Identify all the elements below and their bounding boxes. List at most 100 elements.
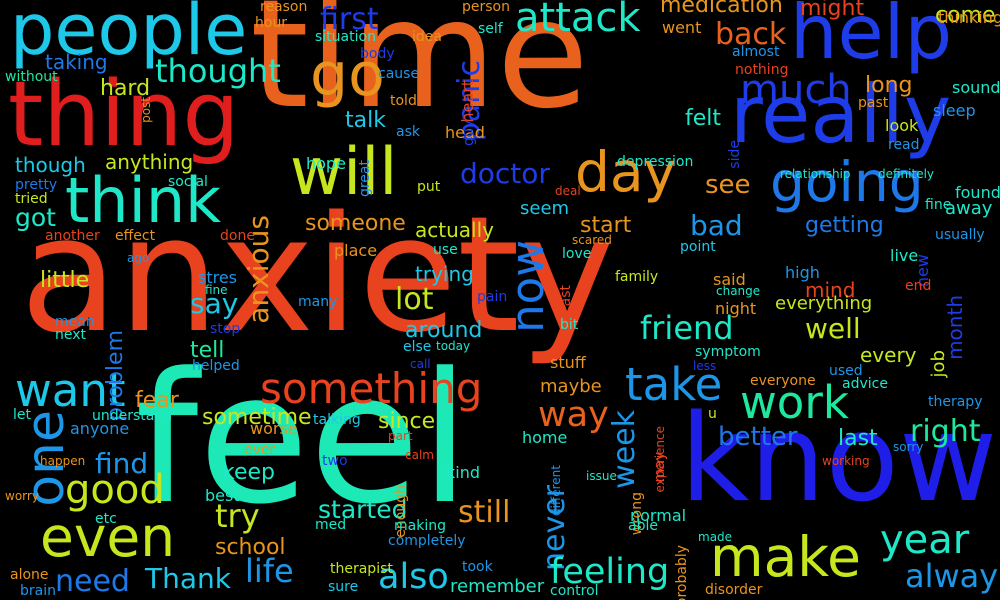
cloud-word: actually <box>415 218 494 242</box>
cloud-word: Thank <box>145 562 231 595</box>
cloud-word: advice <box>842 376 888 392</box>
cloud-word: work <box>740 376 849 429</box>
cloud-word: change <box>716 284 761 298</box>
cloud-word: look <box>885 116 919 135</box>
cloud-word: heart <box>458 80 477 123</box>
cloud-word: think <box>65 164 222 237</box>
cloud-word: put <box>417 179 441 195</box>
cloud-word: experience <box>653 426 667 493</box>
cloud-word: also <box>378 557 449 597</box>
cloud-word: every <box>860 343 917 367</box>
cloud-word: might <box>800 0 865 21</box>
cloud-word: home <box>522 428 568 447</box>
cloud-word: said <box>713 270 746 289</box>
cloud-word: tell <box>190 338 225 363</box>
cloud-word: find <box>95 447 149 480</box>
cloud-word: bad <box>690 209 743 242</box>
cloud-word: alway <box>905 557 999 595</box>
cloud-word: different <box>549 465 563 516</box>
cloud-word: year <box>880 517 970 563</box>
cloud-word: depression <box>617 154 694 170</box>
cloud-word: people <box>10 0 248 71</box>
cloud-word: completely <box>388 533 466 549</box>
cloud-word: thinking <box>938 8 1000 27</box>
cloud-word: definitely <box>878 167 935 181</box>
cloud-word: self <box>478 21 503 37</box>
cloud-word: ago <box>127 251 150 265</box>
cloud-word: idea <box>412 29 442 45</box>
cloud-word: almost <box>732 44 780 60</box>
cloud-word: back <box>715 17 787 52</box>
cloud-word: able <box>628 518 658 534</box>
cloud-word: want <box>15 364 126 417</box>
cloud-word: help <box>790 0 953 76</box>
cloud-word: therapist <box>330 561 393 577</box>
cloud-word: many <box>298 294 338 310</box>
cloud-word: will <box>290 135 398 210</box>
cloud-word: fine <box>925 197 952 213</box>
cloud-word: feeling <box>550 552 670 592</box>
cloud-word: since <box>378 409 436 434</box>
cloud-word: med <box>315 517 347 533</box>
cloud-word: guy <box>461 120 477 147</box>
cloud-word: last <box>838 426 878 451</box>
cloud-word: pretty <box>15 177 58 193</box>
cloud-word: etc <box>95 511 117 527</box>
cloud-word: seem <box>520 198 570 219</box>
cloud-word: good <box>65 467 165 513</box>
cloud-word: long <box>865 73 913 98</box>
cloud-word: mean <box>55 314 95 330</box>
cloud-word: situation <box>315 29 376 45</box>
cloud-word: worse <box>250 419 298 438</box>
cloud-word: read <box>888 137 920 153</box>
cloud-word: end <box>905 278 932 294</box>
cloud-word: know <box>680 390 998 529</box>
cloud-word: thought <box>155 52 281 90</box>
cloud-word: little <box>40 268 90 293</box>
cloud-word: made <box>698 530 733 544</box>
cloud-word: past <box>858 95 889 111</box>
cloud-word: used <box>829 363 863 379</box>
cloud-word: scared <box>572 233 612 247</box>
cloud-word: come <box>935 3 996 28</box>
cloud-word: getting <box>805 213 884 238</box>
cloud-word: even <box>40 505 176 569</box>
cloud-word: trying <box>415 262 474 286</box>
cloud-word: started <box>318 495 408 524</box>
cloud-word: talking <box>313 412 361 428</box>
cloud-word: something <box>260 364 483 413</box>
cloud-word: post <box>139 97 153 123</box>
cloud-word: felt <box>685 106 722 131</box>
cloud-word: pain <box>477 289 508 305</box>
cloud-word: usually <box>935 227 985 243</box>
cloud-word: else <box>403 339 432 355</box>
cloud-word: another <box>45 228 100 244</box>
cloud-word: cause <box>378 66 420 82</box>
cloud-word: disorder <box>705 582 763 598</box>
cloud-word: normal <box>630 506 687 525</box>
cloud-word: school <box>215 535 286 560</box>
cloud-word: part <box>388 429 413 443</box>
cloud-word: medication <box>660 0 783 18</box>
cloud-word: sleep <box>933 101 976 120</box>
cloud-word: time <box>250 0 589 142</box>
cloud-word: u <box>708 406 717 422</box>
cloud-word: side <box>727 140 743 169</box>
cloud-word: though <box>15 153 86 177</box>
cloud-word: understand <box>92 408 173 424</box>
cloud-word: great <box>357 160 373 198</box>
cloud-word: say <box>190 287 239 320</box>
cloud-word: calm <box>405 448 434 462</box>
cloud-word: now <box>501 240 554 333</box>
cloud-word: today <box>436 339 471 353</box>
cloud-word: try <box>215 497 260 535</box>
cloud-word: mind <box>805 278 856 302</box>
cloud-word: control <box>550 583 599 599</box>
cloud-word: fine <box>205 283 228 297</box>
cloud-word: two <box>322 453 348 469</box>
cloud-word: hour <box>255 15 288 31</box>
cloud-word: fear <box>135 388 179 413</box>
cloud-word: alone <box>10 567 49 583</box>
cloud-word: let <box>13 407 31 423</box>
